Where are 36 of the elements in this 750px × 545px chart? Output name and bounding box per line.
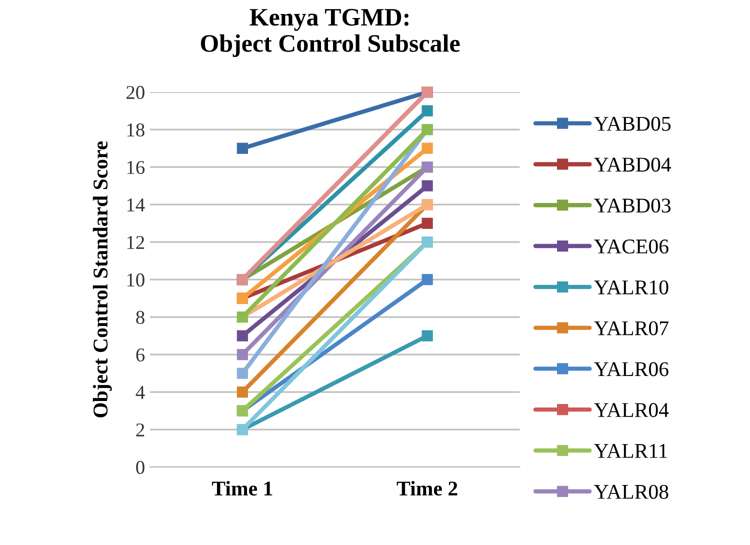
- y-tick-label: 16: [127, 160, 145, 174]
- chart-title: Kenya TGMD: Object Control Subscale: [200, 8, 460, 57]
- y-tick-label: 18: [127, 123, 144, 137]
- legend-label: YALR06: [594, 362, 668, 376]
- y-tick-label: 2: [136, 423, 144, 436]
- y-tick-label: 4: [136, 386, 145, 399]
- point: [236, 330, 248, 342]
- point: [422, 180, 433, 192]
- point: [422, 330, 433, 342]
- point: [422, 105, 433, 116]
- point: [422, 274, 433, 286]
- legend-label: YALR08: [594, 484, 668, 499]
- y-tick-label: 12: [127, 236, 144, 249]
- y-tick-label: 20: [126, 86, 144, 100]
- x-tick-label: Time 2: [396, 480, 458, 496]
- point: [422, 218, 433, 229]
- x-tick-label: Time 1: [212, 480, 272, 496]
- point: [236, 368, 248, 379]
- point: [236, 386, 248, 398]
- legend-label: YABD05: [594, 116, 671, 131]
- y-tick-label: 6: [136, 348, 145, 362]
- point: [236, 349, 248, 360]
- legend-label: YALR07: [594, 321, 668, 336]
- legend-label: YABD03: [594, 198, 671, 213]
- legend-label: YABD04: [594, 158, 672, 172]
- y-tick-label: 0: [136, 460, 144, 474]
- y-tick-label: 10: [127, 273, 144, 287]
- legend-label: YALR11: [594, 444, 668, 458]
- legend-label: YACE06: [594, 239, 668, 254]
- y-tick-label: 14: [127, 198, 145, 212]
- y-axis-title: Object Control Standard Score: [92, 141, 112, 418]
- legend-label: YALR10: [594, 280, 668, 294]
- y-tick-label: 8: [136, 310, 144, 324]
- point: [422, 142, 433, 154]
- legend-label: YALR04: [594, 403, 669, 418]
- point: [236, 142, 248, 154]
